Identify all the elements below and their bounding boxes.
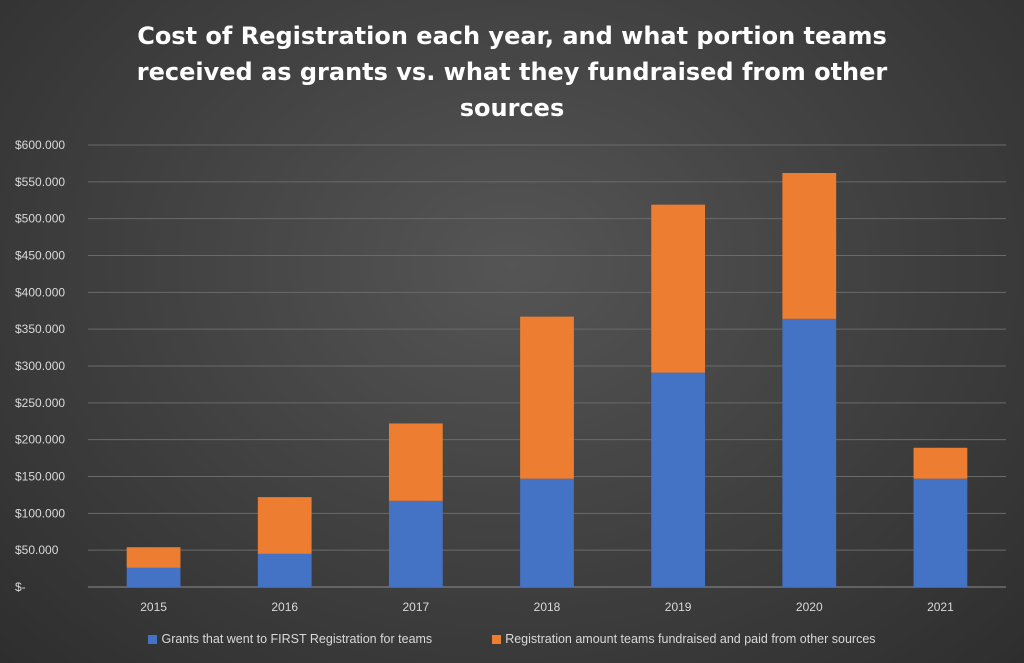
y-tick-label: $- (15, 580, 26, 594)
chart-title-line-3: sources (459, 94, 565, 122)
legend-swatch-grants (148, 634, 158, 644)
chart-title: Cost of Registration each year, and what… (0, 18, 1024, 126)
y-tick-label: $50.000 (15, 543, 59, 557)
legend: Grants that went to FIRST Registration f… (0, 632, 1024, 646)
y-tick-label: $100.000 (15, 506, 65, 520)
bar-grants (913, 478, 968, 587)
legend-item-fundraised: Registration amount teams fundraised and… (492, 632, 876, 646)
bar-grants (388, 500, 443, 587)
y-tick-label: $250.000 (15, 396, 65, 410)
bar-fundraised (913, 447, 968, 479)
bar-grants (257, 553, 312, 587)
x-tick-label: 2015 (140, 600, 167, 614)
y-tick-label: $500.000 (15, 212, 65, 226)
bar-fundraised (126, 547, 181, 568)
bar-grants (651, 372, 706, 587)
bar-fundraised (388, 423, 443, 501)
legend-label-grants: Grants that went to FIRST Registration f… (161, 632, 433, 646)
bar-grants (126, 567, 181, 587)
x-tick-label: 2019 (665, 600, 692, 614)
y-tick-label: $150.000 (15, 470, 65, 484)
x-tick-label: 2017 (403, 600, 430, 614)
y-tick-label: $450.000 (15, 249, 65, 263)
x-tick-label: 2018 (534, 600, 561, 614)
x-tick-label: 2021 (927, 600, 954, 614)
bar-fundraised (257, 497, 312, 554)
legend-swatch-fundraised (492, 634, 502, 644)
y-tick-label: $300.000 (15, 359, 65, 373)
y-tick-label: $550.000 (15, 175, 65, 189)
bar-grants (520, 478, 574, 587)
y-tick-label: $350.000 (15, 322, 65, 336)
x-tick-label: 2020 (796, 600, 823, 614)
legend-item-grants: Grants that went to FIRST Registration f… (148, 632, 432, 646)
x-tick-label: 2016 (271, 600, 298, 614)
y-tick-label: $600.000 (15, 138, 65, 152)
chart-title-line-2: received as grants vs. what they fundrai… (136, 58, 888, 86)
chart-title-line-1: Cost of Registration each year, and what… (137, 22, 887, 50)
bar-fundraised (782, 172, 837, 319)
bar-fundraised (651, 204, 706, 373)
legend-label-fundraised: Registration amount teams fundraised and… (505, 632, 876, 646)
bar-grants (782, 318, 837, 587)
y-tick-label: $400.000 (15, 285, 65, 299)
y-tick-label: $200.000 (15, 433, 65, 447)
bar-fundraised (520, 316, 574, 479)
